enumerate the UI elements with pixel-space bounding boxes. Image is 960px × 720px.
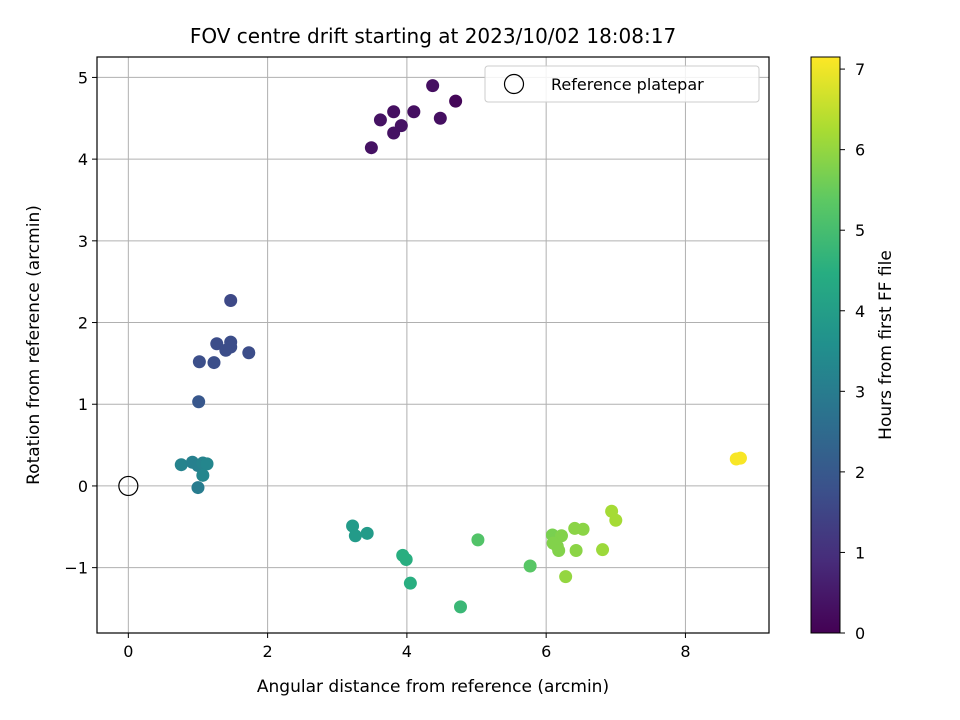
x-tick-label: 8 (680, 642, 690, 661)
y-axis-ticks: −1 0 1 2 3 4 5 (64, 68, 97, 578)
data-point (219, 343, 233, 357)
data-point (360, 526, 374, 540)
data-point (559, 570, 573, 584)
colorbar: 0 1 2 3 4 5 6 7 Hours from first FF file (810, 56, 896, 643)
data-point (569, 543, 583, 557)
colorbar-tick-label: 5 (855, 221, 865, 240)
grid (97, 57, 769, 633)
plot-frame (96, 56, 770, 634)
data-point (449, 94, 463, 108)
data-point (576, 522, 590, 536)
colorbar-label: Hours from first FF file (876, 250, 896, 440)
data-point (609, 513, 623, 527)
chart-title: FOV centre drift starting at 2023/10/02 … (190, 24, 676, 48)
data-point (554, 529, 568, 543)
data-point (191, 481, 205, 495)
x-tick-label: 0 (123, 642, 133, 661)
data-point (407, 105, 421, 119)
data-point (403, 576, 417, 590)
data-point (200, 457, 214, 471)
data-point (346, 519, 360, 533)
colorbar-ticks: 0 1 2 3 4 5 6 7 (840, 60, 865, 643)
x-tick-label: 6 (541, 642, 551, 661)
colorbar-tick-label: 1 (855, 543, 865, 562)
x-axis-ticks: 0 2 4 6 8 (123, 633, 691, 661)
y-axis-label: Rotation from reference (arcmin) (24, 205, 44, 485)
legend-entry-reference: Reference platepar (551, 75, 704, 94)
colorbar-tick-label: 6 (855, 141, 865, 160)
x-axis-label: Angular distance from reference (arcmin) (257, 677, 609, 697)
data-point (196, 468, 210, 482)
reference-marker (118, 475, 139, 497)
data-point (207, 356, 221, 370)
data-point (733, 451, 747, 465)
y-tick-label: 4 (78, 150, 88, 169)
data-point (348, 529, 362, 543)
data-point (192, 395, 206, 409)
legend: Reference platepar (484, 65, 760, 103)
data-point (174, 458, 188, 472)
data-point (210, 337, 224, 351)
data-point (454, 600, 468, 614)
y-tick-label: 2 (78, 314, 88, 333)
legend-box (484, 65, 760, 103)
data-point (242, 346, 256, 360)
y-tick-label: −1 (64, 559, 88, 578)
x-tick-label: 2 (263, 642, 273, 661)
legend-marker (503, 73, 525, 95)
colorbar-tick-label: 7 (855, 60, 865, 79)
colorbar-tick-label: 2 (855, 463, 865, 482)
data-point (471, 533, 485, 547)
y-tick-label: 3 (78, 232, 88, 251)
data-point (394, 119, 408, 133)
data-point (373, 113, 387, 127)
y-tick-label: 0 (78, 477, 88, 496)
colorbar-tick-label: 3 (855, 382, 865, 401)
y-tick-label: 1 (78, 395, 88, 414)
data-point (552, 543, 566, 557)
data-point (523, 559, 537, 573)
y-tick-label: 5 (78, 68, 88, 87)
data-point (596, 543, 610, 557)
data-point (426, 79, 440, 93)
colorbar-tick-label: 4 (855, 302, 865, 321)
data-point (192, 355, 206, 369)
colorbar-tick-label: 0 (855, 624, 865, 643)
colorbar-gradient (810, 56, 841, 634)
data-point (433, 111, 447, 125)
x-tick-label: 4 (402, 642, 412, 661)
data-point (224, 293, 238, 307)
reference-marker-group (118, 475, 139, 497)
data-points (174, 79, 747, 614)
data-point (387, 105, 401, 119)
data-point (399, 552, 413, 566)
data-point (364, 141, 378, 155)
